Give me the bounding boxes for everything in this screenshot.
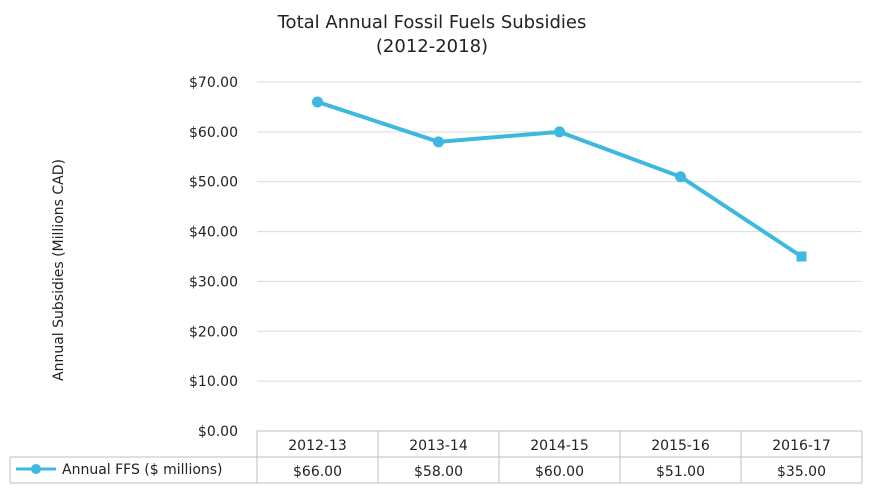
series-line (316, 100, 803, 259)
legend-marker-swatch (31, 464, 41, 474)
y-tick-label: $40.00 (189, 225, 238, 241)
x-category-label: 2013-14 (409, 438, 468, 454)
y-tick-label: $10.00 (189, 374, 238, 390)
data-point (554, 126, 565, 138)
y-tick-label: $50.00 (189, 175, 238, 191)
x-category-label: 2012-13 (288, 438, 347, 454)
x-category-label: 2016-17 (772, 438, 831, 454)
data-value-label: $51.00 (656, 464, 705, 480)
y-tick-label: $20.00 (189, 324, 238, 340)
data-value-label: $58.00 (414, 464, 463, 480)
y-axis-label: Annual Subsidies (Millions CAD) (51, 159, 67, 381)
data-value-label: $66.00 (293, 464, 342, 480)
data-table: 2012-13 2013-14 2014-15 2015-16 2016-17 $66.0… (9, 430, 863, 484)
data-point (796, 251, 807, 262)
data-value-label: $60.00 (535, 464, 584, 480)
y-tick-label: $0.00 (198, 424, 238, 440)
y-tick-label: $30.00 (189, 274, 238, 290)
x-category-label: 2015-16 (651, 438, 710, 454)
chart-title: Total Annual Fossil Fuels Subsidies (277, 12, 587, 33)
data-point (675, 171, 686, 183)
data-value-label: $35.00 (777, 464, 826, 480)
y-tick-label: $60.00 (189, 125, 238, 141)
legend: Annual FFS ($ millions) (16, 462, 223, 478)
series-line-group (312, 96, 807, 262)
x-category-label: 2014-15 (530, 438, 589, 454)
y-tick-label: $70.00 (189, 75, 238, 91)
data-point (433, 136, 444, 148)
chart-subtitle: (2012-2018) (376, 36, 488, 57)
y-tick-labels: $0.00 $10.00 $20.00 $30.00 $40.00 $50.00 $60.0… (189, 75, 238, 440)
legend-label: Annual FFS ($ millions) (62, 462, 223, 478)
data-point (312, 96, 323, 108)
